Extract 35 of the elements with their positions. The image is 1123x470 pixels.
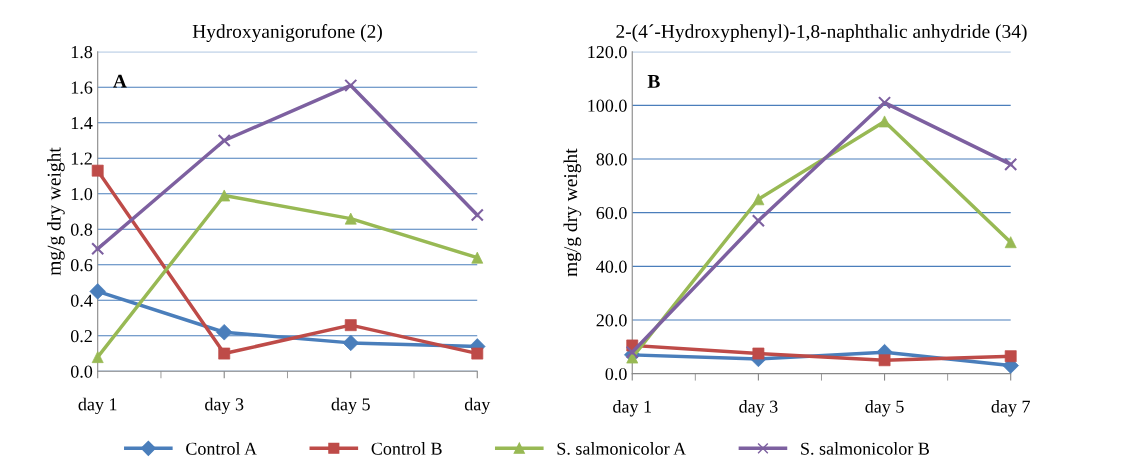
x-tick-label: day 1 bbox=[78, 397, 117, 415]
y-tick-label: 1.6 bbox=[71, 81, 93, 94]
y-tick-label: 0.0 bbox=[70, 365, 93, 378]
legend-label: S. salmonicolor A bbox=[557, 442, 687, 455]
legend-label: S. salmonicolor B bbox=[801, 442, 929, 455]
y-tick-label: 0.0 bbox=[605, 367, 627, 381]
y-tick-label: 120.0 bbox=[588, 45, 627, 59]
legend-label: Control A bbox=[186, 442, 257, 455]
x-tick-label: day bbox=[464, 397, 491, 415]
y-tick-label: 100.0 bbox=[588, 99, 627, 112]
y-tick-label: 20.0 bbox=[596, 314, 627, 327]
y-axis-title: mg/g dry weight bbox=[563, 148, 582, 277]
x-tick-label: day 5 bbox=[865, 400, 904, 417]
legend-label: Control B bbox=[371, 442, 442, 455]
annotation: B bbox=[647, 75, 660, 88]
y-tick-label: 60.0 bbox=[596, 206, 627, 220]
y-tick-label: 1.0 bbox=[71, 188, 93, 201]
y-tick-label: 0.2 bbox=[70, 330, 92, 343]
y-tick-label: 0.4 bbox=[70, 294, 93, 307]
annotation: A bbox=[113, 74, 127, 88]
y-tick-label: 0.6 bbox=[70, 259, 93, 272]
y-tick-label: 1.8 bbox=[71, 45, 93, 59]
x-tick-label: day 3 bbox=[739, 400, 778, 417]
x-tick-label: day 7 bbox=[991, 400, 1030, 417]
y-tick-label: 80.0 bbox=[596, 153, 627, 166]
y-tick-label: 0.8 bbox=[70, 223, 93, 236]
x-tick-label: day 3 bbox=[205, 397, 244, 415]
chart-title: Hydroxyanigorufone (2) bbox=[192, 24, 382, 43]
x-tick-label: day 5 bbox=[331, 397, 370, 415]
y-tick-label: 40.0 bbox=[596, 260, 627, 273]
chart-title: 2-(4´-Hydroxyphenyl)-1,8-naphthalic anhydride (34) bbox=[616, 24, 1027, 43]
y-tick-label: 1.4 bbox=[71, 117, 93, 130]
y-tick-label: 1.2 bbox=[71, 152, 92, 165]
x-tick-label: day 1 bbox=[613, 400, 651, 417]
y-axis-title: mg/g dry weight bbox=[47, 147, 65, 276]
